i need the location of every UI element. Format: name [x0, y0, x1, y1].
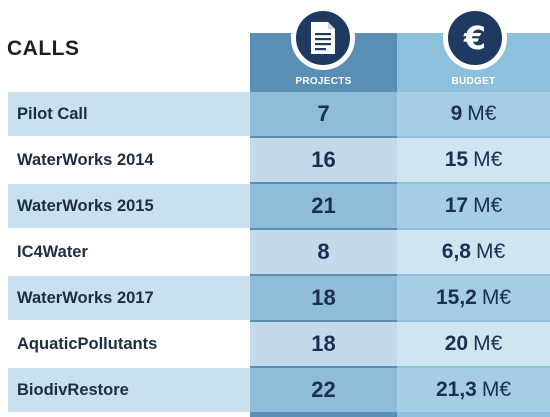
budget-value: 9 — [450, 102, 463, 125]
table-row: WaterWorks 2017 18 15,2 M€ — [0, 276, 550, 320]
projects-count: 22 — [250, 368, 397, 412]
budget-cell: 6,8 M€ — [397, 230, 550, 274]
projects-count: 8 — [250, 230, 397, 274]
projects-count: 7 — [250, 92, 397, 136]
budget-cell: 20 M€ — [397, 322, 550, 366]
call-name: WaterWorks 2017 — [8, 276, 250, 320]
budget-unit: M€ — [473, 194, 503, 217]
budget-header-icon-badge: € — [443, 6, 507, 70]
budget-cell: 21,3 M€ — [397, 368, 550, 412]
budget-cell: 17 M€ — [397, 184, 550, 228]
budget-unit: M€ — [467, 102, 497, 125]
call-name: AquaticPollutants — [17, 334, 158, 353]
table-row: WaterWorks 2014 16 15 M€ — [0, 138, 550, 182]
projects-header-icon-badge — [291, 6, 355, 70]
table-row: Pilot Call 7 9 M€ — [0, 92, 550, 136]
call-name: BiodivRestore — [8, 368, 250, 412]
budget-unit: M€ — [476, 240, 506, 263]
table-row: BiodivRestore 22 21,3 M€ — [0, 368, 550, 412]
budget-column-header: BUDGET — [451, 76, 496, 87]
budget-cell: 15,2 M€ — [397, 276, 550, 320]
budget-value: 21,3 — [435, 378, 477, 401]
projects-count: 18 — [250, 276, 397, 320]
call-name: WaterWorks 2015 — [8, 184, 250, 228]
document-icon — [311, 22, 335, 54]
budget-value: 17 — [444, 194, 469, 217]
table-row: WaterWorks 2015 21 17 M€ — [0, 184, 550, 228]
budget-cell: 9 M€ — [397, 92, 550, 136]
budget-cell: 15 M€ — [397, 138, 550, 182]
call-name: Pilot Call — [8, 92, 250, 136]
table-row: AquaticPollutants 18 20 M€ — [0, 322, 550, 366]
budget-unit: M€ — [473, 148, 503, 171]
budget-value: 6,8 — [441, 240, 471, 263]
budget-value: 20 — [444, 332, 469, 355]
euro-icon: € — [463, 19, 487, 57]
projects-count: 16 — [250, 138, 397, 182]
projects-count: 18 — [250, 322, 397, 366]
budget-unit: M€ — [473, 332, 503, 355]
table-row: IC4Water 8 6,8 M€ — [0, 230, 550, 274]
budget-value: 15 — [444, 148, 469, 171]
projects-count: 21 — [250, 184, 397, 228]
budget-value: 15,2 — [435, 286, 477, 309]
calls-title: CALLS — [7, 37, 80, 60]
projects-column-header: PROJECTS — [295, 76, 352, 87]
budget-unit: M€ — [481, 378, 512, 401]
call-name: WaterWorks 2014 — [17, 150, 154, 169]
call-name: IC4Water — [17, 242, 88, 261]
budget-unit: M€ — [481, 286, 512, 309]
